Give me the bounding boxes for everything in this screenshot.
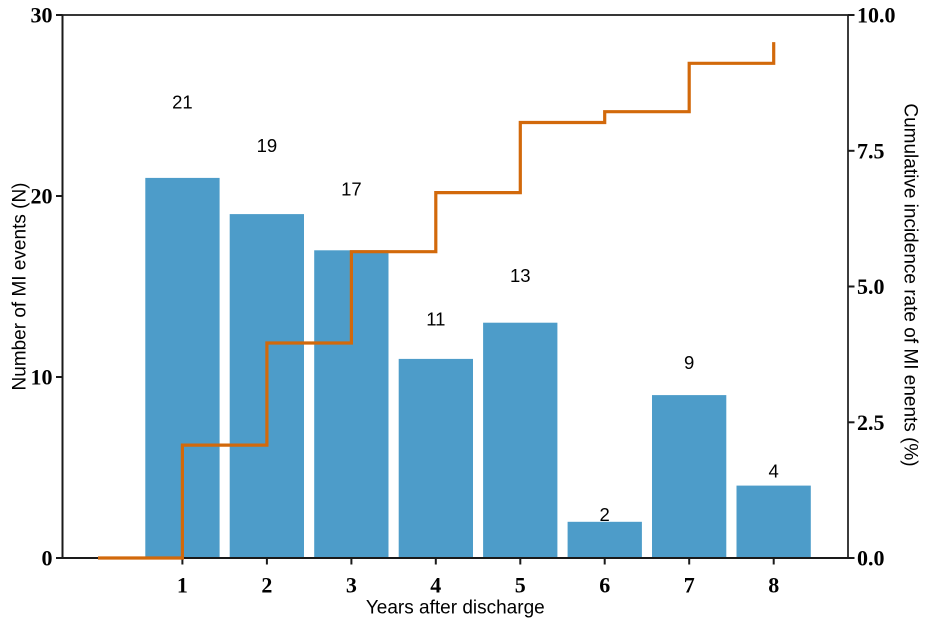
bar-year-5 bbox=[483, 322, 558, 558]
bar-value-labels: 21 19 17 11 13 2 9 4 bbox=[172, 91, 779, 525]
bar-label-year-4: 11 bbox=[426, 309, 445, 330]
y-right-tick-label: 2.5 bbox=[857, 410, 885, 435]
x-axis: 1 2 3 4 5 6 7 8 bbox=[177, 558, 779, 598]
x-tick-label: 2 bbox=[261, 573, 272, 598]
y-right-tick-label: 0.0 bbox=[857, 546, 885, 571]
x-tick-label: 4 bbox=[430, 573, 441, 598]
bar-year-8 bbox=[736, 485, 811, 558]
y-axis-left: 0 10 20 30 bbox=[31, 3, 63, 571]
bar-label-year-6: 2 bbox=[600, 504, 610, 525]
y-left-tick-label: 20 bbox=[31, 184, 53, 209]
bar-label-year-5: 13 bbox=[510, 265, 531, 286]
bar-label-year-2: 19 bbox=[257, 135, 278, 156]
x-tick-label: 8 bbox=[768, 573, 779, 598]
y-left-tick-label: 10 bbox=[31, 365, 53, 390]
y-right-tick-label: 10.0 bbox=[857, 3, 896, 28]
x-axis-title: Years after discharge bbox=[366, 598, 545, 619]
y-axis-left-title: Number of MI events (N) bbox=[10, 183, 31, 391]
cumulative-incidence-step-line bbox=[98, 42, 776, 560]
bar-label-year-3: 17 bbox=[341, 178, 362, 199]
bar-year-6 bbox=[567, 521, 642, 558]
x-tick-label: 6 bbox=[599, 573, 610, 598]
x-tick-label: 7 bbox=[684, 573, 695, 598]
bar-series bbox=[145, 177, 811, 559]
bar-year-4 bbox=[398, 358, 473, 558]
x-tick-label: 1 bbox=[177, 573, 188, 598]
y-axis-right: 0.0 2.5 5.0 7.5 10.0 bbox=[848, 3, 896, 571]
bar-year-7 bbox=[652, 395, 727, 558]
bar-label-year-7: 9 bbox=[684, 352, 694, 373]
x-tick-label: 3 bbox=[346, 573, 357, 598]
y-left-tick-label: 30 bbox=[31, 3, 53, 28]
y-right-tick-label: 7.5 bbox=[857, 139, 885, 164]
x-tick-label: 5 bbox=[515, 573, 526, 598]
y-right-tick-label: 5.0 bbox=[857, 274, 885, 299]
y-left-tick-label: 0 bbox=[42, 546, 53, 571]
y-axis-right-title: Cumulative incidence rate of MI enents (… bbox=[899, 103, 920, 466]
bar-label-year-1: 21 bbox=[172, 91, 193, 112]
bar-label-year-8: 4 bbox=[769, 461, 779, 482]
